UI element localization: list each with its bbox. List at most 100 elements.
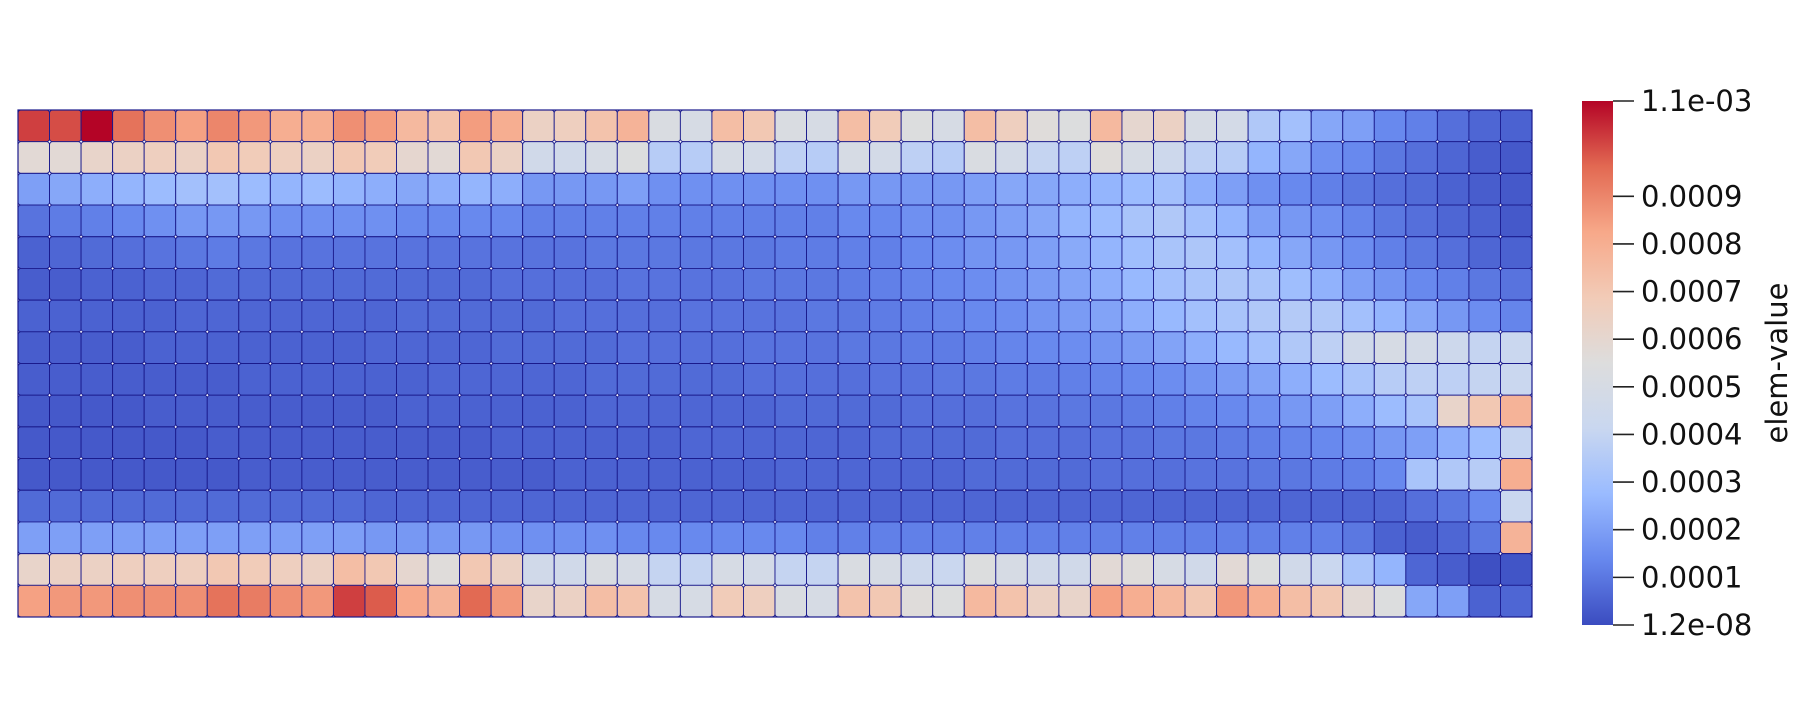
- heatmap-cell: [1468, 204, 1501, 238]
- heatmap-cell: [269, 204, 303, 238]
- heatmap-cell: [1121, 489, 1154, 523]
- heatmap-cell: [206, 584, 240, 618]
- heatmap-cell: [1373, 521, 1407, 555]
- heatmap-cell: [112, 267, 145, 301]
- heatmap-cell: [301, 426, 334, 460]
- heatmap-cell: [585, 141, 618, 174]
- heatmap-cell: [364, 141, 397, 174]
- heatmap-cell: [427, 204, 461, 238]
- heatmap-cell: [1216, 584, 1249, 618]
- heatmap-cell: [679, 109, 713, 143]
- heatmap-cell: [774, 394, 807, 428]
- heatmap-cell: [269, 331, 303, 364]
- heatmap-cell: [1089, 267, 1123, 301]
- heatmap-cell: [1310, 489, 1344, 523]
- heatmap-cell: [206, 204, 240, 238]
- heatmap-cell: [206, 109, 240, 143]
- heatmap-cell: [1342, 109, 1375, 143]
- heatmap-cell: [49, 426, 82, 460]
- heatmap-cell: [995, 299, 1028, 333]
- heatmap-cell: [459, 458, 492, 491]
- heatmap-cell: [869, 394, 902, 428]
- heatmap-cell: [1089, 426, 1123, 460]
- heatmap-cell: [1500, 109, 1533, 143]
- colorbar-max-tick-label: 1.1e-03: [1641, 84, 1752, 118]
- heatmap-cell: [427, 394, 461, 428]
- heatmap-cell: [963, 331, 997, 364]
- heatmap-cell: [806, 394, 839, 428]
- heatmap-cell: [1500, 331, 1533, 364]
- heatmap-cell: [1279, 553, 1312, 586]
- heatmap-cell: [269, 172, 303, 206]
- heatmap-cell: [1089, 172, 1123, 206]
- heatmap-cell: [900, 489, 934, 523]
- heatmap-cell: [1089, 489, 1123, 523]
- heatmap-cell: [585, 394, 618, 428]
- heatmap-cell: [932, 204, 965, 238]
- heatmap-cell: [143, 172, 177, 206]
- heatmap-cell: [553, 584, 587, 618]
- heatmap-cell: [774, 267, 807, 301]
- heatmap-cell: [711, 458, 744, 491]
- heatmap-cell: [1247, 489, 1281, 523]
- heatmap-cell: [522, 204, 555, 238]
- heatmap-cell: [1184, 584, 1218, 618]
- heatmap-cell: [427, 331, 461, 364]
- heatmap-cell: [1184, 236, 1218, 269]
- heatmap-cell: [459, 521, 492, 555]
- heatmap-cell: [1279, 267, 1312, 301]
- heatmap-cell: [679, 204, 713, 238]
- heatmap-cell: [1026, 141, 1060, 174]
- heatmap-cell: [206, 267, 240, 301]
- heatmap-cell: [1026, 458, 1060, 491]
- heatmap-cell: [269, 299, 303, 333]
- heatmap-cell: [1153, 489, 1186, 523]
- heatmap-cell: [332, 299, 366, 333]
- heatmap-cell: [1468, 426, 1501, 460]
- heatmap-cell: [1058, 331, 1091, 364]
- heatmap-cell: [711, 363, 744, 396]
- heatmap-cell: [743, 426, 776, 460]
- heatmap-cell: [80, 267, 114, 301]
- colorbar-min-tick-label: 1.2e-08: [1641, 608, 1752, 642]
- heatmap-cell: [1436, 363, 1470, 396]
- heatmap-cell: [1405, 363, 1438, 396]
- heatmap-cell: [427, 553, 461, 586]
- heatmap-cell: [80, 584, 114, 618]
- heatmap-cell: [238, 553, 271, 586]
- heatmap-cell: [1184, 109, 1218, 143]
- heatmap-cell: [396, 109, 429, 143]
- heatmap-cell: [806, 267, 839, 301]
- heatmap-cell: [175, 489, 208, 523]
- heatmap-cell: [743, 236, 776, 269]
- heatmap-cell: [459, 172, 492, 206]
- heatmap-cell: [1153, 236, 1186, 269]
- heatmap-cell: [900, 521, 934, 555]
- heatmap-cell: [1121, 267, 1154, 301]
- heatmap-cell: [1026, 267, 1060, 301]
- heatmap-cell: [585, 172, 618, 206]
- heatmap-cell: [49, 553, 82, 586]
- heatmap-cell: [553, 489, 587, 523]
- colorbar-tick-label: 0.0005: [1641, 370, 1742, 404]
- heatmap-cell: [49, 172, 82, 206]
- heatmap-cell: [1436, 331, 1470, 364]
- heatmap-cell: [837, 363, 871, 396]
- heatmap-cell: [585, 109, 618, 143]
- heatmap-cell: [1153, 458, 1186, 491]
- heatmap-cell: [364, 109, 397, 143]
- heatmap-cell: [206, 236, 240, 269]
- heatmap-cell: [1405, 553, 1438, 586]
- heatmap-cell: [553, 236, 587, 269]
- heatmap-cell: [679, 363, 713, 396]
- heatmap-cell: [1342, 331, 1375, 364]
- heatmap-cell: [49, 363, 82, 396]
- heatmap-cell: [112, 584, 145, 618]
- heatmap-cell: [238, 331, 271, 364]
- heatmap-cell: [17, 109, 50, 143]
- heatmap-cell: [585, 236, 618, 269]
- heatmap-cell: [332, 363, 366, 396]
- heatmap-cell: [80, 204, 114, 238]
- heatmap-cell: [869, 236, 902, 269]
- heatmap-cell: [17, 172, 50, 206]
